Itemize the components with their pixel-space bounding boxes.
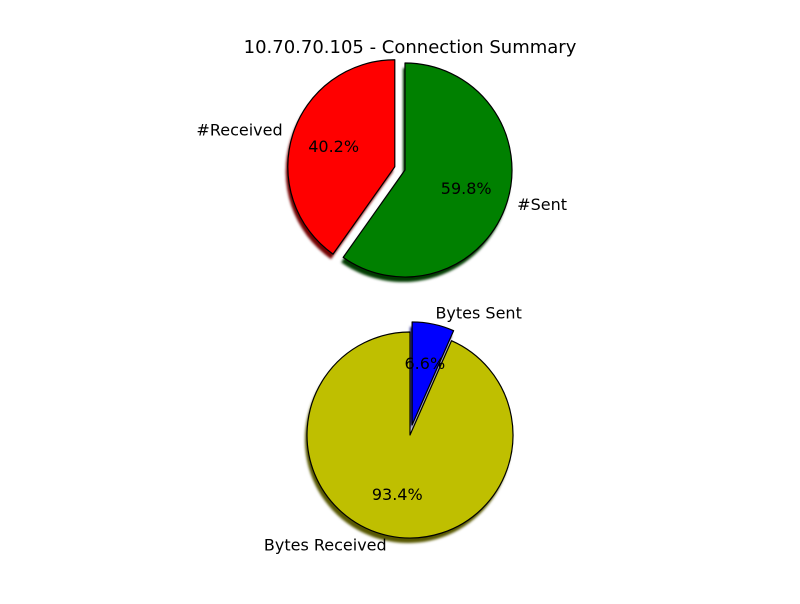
pie-bytes: Bytes Sent 6.6% Bytes Received 93.4% bbox=[264, 304, 522, 555]
slice-pct-bytes-received: 93.4% bbox=[372, 485, 423, 504]
pie-slice-received bbox=[287, 59, 396, 255]
pie-slice-bytes-received bbox=[306, 331, 514, 539]
chart-title: 10.70.70.105 - Connection Summary bbox=[244, 37, 577, 58]
slice-label-sent: #Sent bbox=[517, 195, 567, 214]
slice-pct-sent: 59.8% bbox=[441, 179, 492, 198]
slice-pct-bytes-sent: 6.6% bbox=[405, 354, 446, 373]
slice-label-bytes-sent: Bytes Sent bbox=[435, 304, 521, 323]
slice-pct-received: 40.2% bbox=[308, 137, 359, 156]
slice-label-bytes-received: Bytes Received bbox=[264, 535, 387, 554]
pie-connections: #Received 40.2% #Sent 59.8% bbox=[196, 59, 567, 282]
slice-label-received: #Received bbox=[196, 121, 282, 140]
pie-slice-sent bbox=[342, 62, 513, 278]
pie-slice-bytes-sent bbox=[411, 321, 455, 426]
